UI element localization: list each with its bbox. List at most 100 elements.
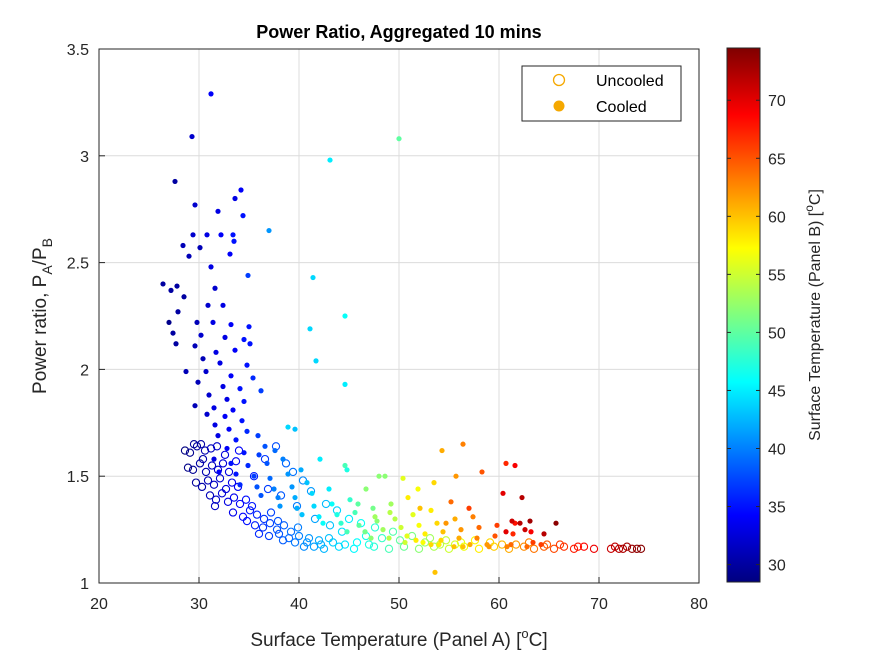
cooled-point bbox=[212, 285, 218, 291]
colorbar-tick-label: 65 bbox=[768, 151, 786, 168]
y-tick-label: 2 bbox=[80, 362, 89, 379]
uncooled-point bbox=[250, 521, 260, 530]
uncooled-point bbox=[618, 544, 628, 553]
cooled-point bbox=[402, 539, 408, 546]
cooled-point bbox=[517, 520, 523, 526]
colorbar-tick-label: 70 bbox=[768, 93, 786, 110]
cooled-point bbox=[334, 512, 340, 518]
cooled-point bbox=[347, 497, 353, 503]
cooled-point bbox=[492, 533, 498, 539]
cooled-point bbox=[195, 379, 201, 385]
cooled-point bbox=[344, 529, 350, 535]
cooled-point bbox=[180, 242, 186, 249]
cooled-point bbox=[228, 460, 234, 466]
uncooled-point bbox=[258, 523, 268, 532]
cooled-point bbox=[503, 460, 509, 466]
cooled-point bbox=[320, 520, 326, 526]
cooled-point bbox=[244, 428, 250, 434]
uncooled-point bbox=[229, 493, 239, 502]
uncooled-point bbox=[388, 527, 398, 536]
uncooled-point bbox=[201, 467, 211, 477]
uncooled-point bbox=[309, 542, 319, 551]
cooled-point bbox=[456, 535, 462, 541]
cooled-point bbox=[398, 524, 404, 531]
colorbar-tick-label: 45 bbox=[768, 383, 786, 400]
cooled-point bbox=[247, 341, 253, 347]
uncooled-point bbox=[614, 544, 624, 553]
cooled-point bbox=[428, 541, 434, 548]
uncooled-point bbox=[198, 454, 208, 464]
cooled-point bbox=[460, 441, 466, 447]
uncooled-point bbox=[209, 480, 219, 489]
cooled-point bbox=[194, 319, 200, 326]
uncooled-point bbox=[284, 533, 294, 543]
x-tick-label: 70 bbox=[590, 596, 608, 613]
cooled-point bbox=[250, 375, 256, 381]
uncooled-point bbox=[294, 531, 304, 541]
y-axis-ticks: 1 1.5 2 2.5 3 3.5 bbox=[67, 42, 105, 593]
cooled-point bbox=[292, 426, 298, 432]
cooled-point bbox=[190, 232, 196, 238]
uncooled-point bbox=[188, 465, 198, 474]
uncooled-point bbox=[349, 544, 359, 553]
cooled-point bbox=[363, 486, 369, 492]
uncooled-point bbox=[196, 440, 206, 449]
uncooled-point bbox=[304, 533, 314, 543]
cooled-point bbox=[272, 447, 278, 454]
uncooled-point bbox=[314, 536, 324, 545]
uncooled-point bbox=[191, 478, 201, 487]
cooled-point bbox=[197, 245, 203, 251]
colorbar-tick-label: 40 bbox=[768, 442, 786, 459]
cooled-point bbox=[218, 232, 224, 238]
x-tick-label: 80 bbox=[690, 596, 708, 613]
uncooled-point bbox=[218, 459, 228, 468]
uncooled-point bbox=[242, 516, 252, 526]
cooled-point bbox=[527, 518, 533, 524]
cooled-point bbox=[251, 473, 257, 479]
uncooled-point bbox=[474, 544, 484, 553]
cooled-point bbox=[317, 456, 323, 462]
cooled-point bbox=[452, 516, 458, 522]
cooled-point bbox=[262, 443, 268, 449]
cooled-point bbox=[372, 514, 378, 520]
cooled-point bbox=[470, 514, 476, 520]
cooled-point bbox=[486, 544, 492, 550]
uncooled-point bbox=[622, 542, 632, 551]
cooled-point bbox=[541, 531, 547, 537]
x-tick-label: 30 bbox=[190, 596, 208, 613]
cooled-point bbox=[500, 490, 506, 496]
colorbar-tick-label: 30 bbox=[768, 558, 786, 575]
cooled-point bbox=[479, 469, 485, 475]
cooled-point bbox=[530, 539, 536, 546]
uncooled-point bbox=[211, 495, 221, 504]
cooled-point bbox=[173, 341, 179, 347]
cooled-point bbox=[374, 518, 380, 524]
uncooled-point bbox=[377, 533, 387, 543]
uncooled-point bbox=[197, 482, 207, 492]
cooled-point bbox=[304, 480, 310, 486]
cooled-point bbox=[410, 512, 416, 518]
uncooled-point bbox=[265, 519, 275, 528]
cooled-point bbox=[338, 520, 344, 526]
x-axis-ticks: 20 30 40 50 60 70 80 bbox=[90, 577, 708, 613]
uncooled-point bbox=[279, 521, 289, 530]
cooled-point bbox=[215, 208, 221, 214]
cooled-point bbox=[503, 529, 509, 535]
uncooled-point bbox=[589, 544, 599, 553]
uncooled-point bbox=[215, 474, 225, 483]
cooled-point bbox=[213, 349, 219, 355]
cooled-point bbox=[494, 522, 500, 528]
uncooled-point bbox=[549, 544, 559, 553]
cooled-point bbox=[416, 522, 422, 528]
cooled-point bbox=[387, 509, 393, 516]
cooled-point bbox=[510, 531, 516, 537]
cooled-point bbox=[436, 541, 442, 548]
cooled-point bbox=[215, 433, 221, 439]
cooled-point bbox=[241, 450, 247, 456]
cooled-point bbox=[241, 398, 247, 405]
uncooled-point bbox=[183, 463, 193, 472]
legend-label-cooled: Cooled bbox=[596, 99, 647, 116]
uncooled-point bbox=[245, 506, 255, 515]
cooled-point bbox=[264, 460, 270, 466]
y-tick-label: 1.5 bbox=[67, 469, 89, 486]
